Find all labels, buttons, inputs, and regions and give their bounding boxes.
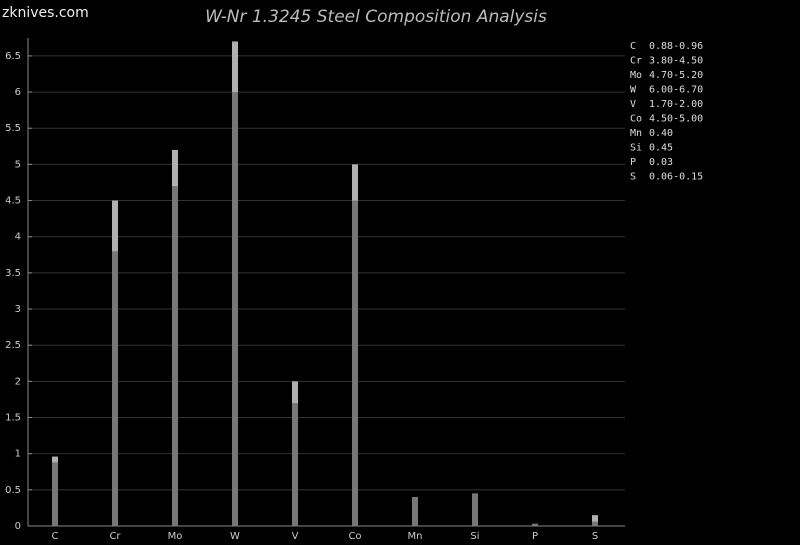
y-tick-label: 4 (15, 232, 21, 243)
x-tick-label: Cr (109, 531, 121, 542)
x-tick-label: Mo (168, 531, 183, 542)
legend-element: Mn (630, 128, 642, 139)
y-tick-label: 0.5 (5, 485, 21, 496)
y-tick-label: 2 (15, 376, 21, 387)
y-tick-label: 5 (15, 159, 21, 170)
bar (172, 186, 178, 526)
bar (352, 200, 358, 526)
bar (292, 403, 298, 526)
y-tick-label: 1.5 (5, 413, 21, 424)
x-tick-label: W (230, 531, 240, 542)
legend-element: C (630, 41, 636, 52)
legend-range: 0.45 (649, 143, 673, 154)
bar (112, 251, 118, 526)
x-tick-label: Mn (408, 531, 423, 542)
bar (532, 523, 538, 526)
y-tick-label: 1 (15, 449, 21, 460)
bar (412, 497, 418, 526)
legend-element: P (630, 157, 636, 168)
y-tick-label: 6.5 (5, 51, 21, 62)
legend-range: 3.80-4.50 (649, 56, 703, 67)
legend-range: 0.40 (649, 128, 673, 139)
y-tick-label: 4.5 (5, 196, 21, 207)
x-tick-label: P (532, 531, 538, 542)
y-tick-label: 3.5 (5, 268, 21, 279)
legend-element: S (630, 172, 636, 183)
x-tick-label: Co (348, 531, 361, 542)
legend-range: 0.06-0.15 (649, 172, 703, 183)
legend-range: 4.70-5.20 (649, 70, 703, 81)
x-tick-label: S (592, 531, 598, 542)
legend-element: Mo (630, 70, 642, 81)
legend-element: W (630, 85, 637, 96)
legend-range: 6.00-6.70 (649, 85, 703, 96)
x-tick-label: V (292, 531, 299, 542)
chart-title: W-Nr 1.3245 Steel Composition Analysis (205, 7, 547, 27)
bar (52, 462, 58, 526)
legend-range: 0.03 (649, 157, 673, 168)
y-tick-label: 3 (15, 304, 21, 315)
legend-element: Co (630, 114, 642, 125)
y-tick-label: 5.5 (5, 123, 21, 134)
legend-element: Cr (630, 56, 642, 67)
legend-element: V (630, 99, 636, 110)
bar (232, 92, 238, 527)
y-tick-label: 6 (15, 87, 21, 98)
bar (592, 515, 598, 526)
legend-element: Si (630, 143, 642, 154)
y-tick-label: 0 (15, 521, 21, 532)
x-tick-label: C (52, 531, 59, 542)
bar (472, 493, 478, 526)
watermark: zknives.com (2, 5, 89, 21)
legend-range: 4.50-5.00 (649, 114, 703, 125)
legend-range: 0.88-0.96 (649, 41, 703, 52)
legend-range: 1.70-2.00 (649, 99, 703, 110)
bar (592, 521, 598, 526)
y-tick-label: 2.5 (5, 340, 21, 351)
x-tick-label: Si (470, 531, 479, 542)
